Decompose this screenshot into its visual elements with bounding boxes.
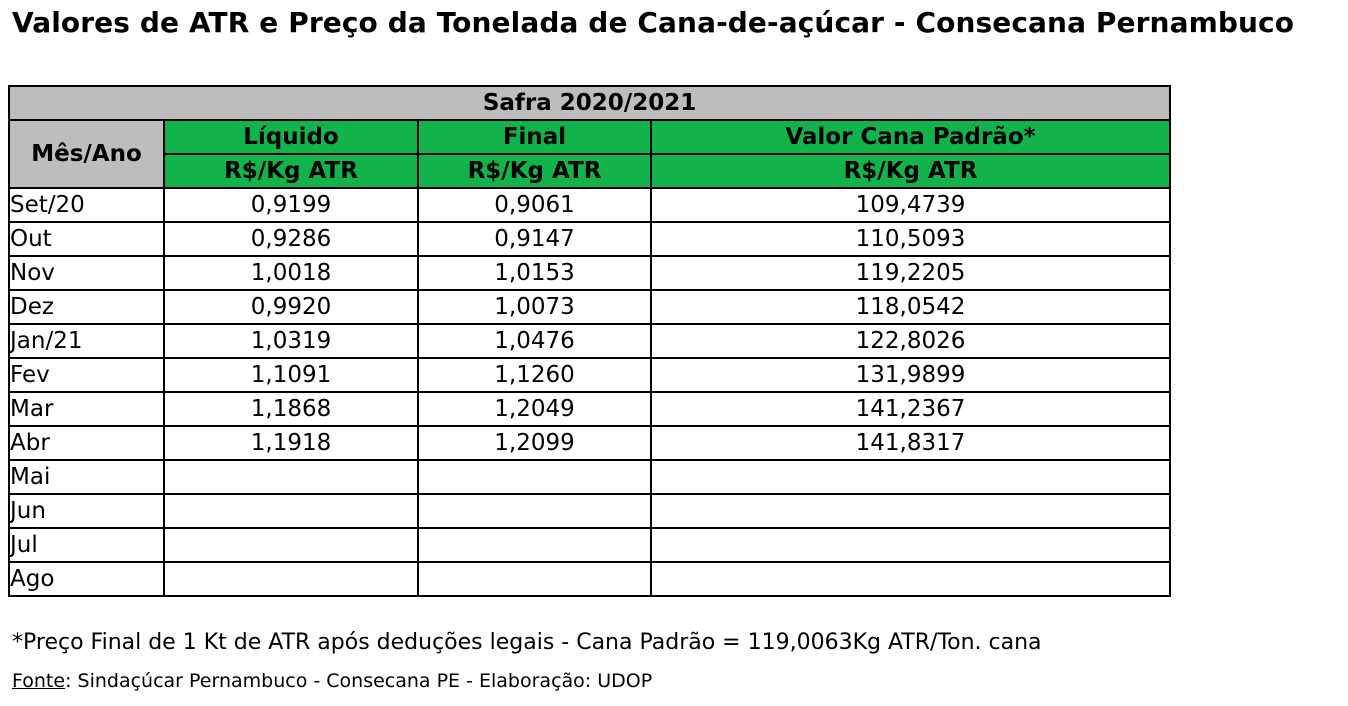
- table-row: Abr 1,1918 1,2099 141,8317: [8, 425, 1172, 461]
- month-cell: Set/20: [8, 187, 165, 223]
- valor-cell: 109,4739: [649, 187, 1172, 223]
- table-row: Jul: [8, 527, 1172, 563]
- table-row: Set/20 0,9199 0,9061 109,4739: [8, 187, 1172, 223]
- final-cell: 0,9061: [417, 187, 652, 223]
- source-label: Fonte: [12, 670, 66, 692]
- final-cell: 1,2049: [417, 391, 652, 427]
- source-line: Fonte: Sindaçúcar Pernambuco - Consecana…: [12, 670, 652, 692]
- final-cell: [417, 561, 652, 597]
- safra-header-row: Safra 2020/2021: [7, 85, 1172, 121]
- liquido-cell: 1,0018: [163, 255, 419, 291]
- column-header-final: Final: [417, 119, 652, 155]
- month-cell: Ago: [8, 561, 165, 597]
- valor-cell: 141,8317: [649, 425, 1172, 461]
- final-cell: [417, 527, 652, 563]
- table-row: Out 0,9286 0,9147 110,5093: [8, 221, 1172, 257]
- final-cell: 1,1260: [417, 357, 652, 393]
- table-row: Nov 1,0018 1,0153 119,2205: [8, 255, 1172, 291]
- month-column-header: Mês/Ano: [8, 119, 165, 189]
- final-cell: 1,0476: [417, 323, 652, 359]
- valor-cell: 131,9899: [649, 357, 1172, 393]
- safra-header: Safra 2020/2021: [7, 85, 1172, 121]
- valor-cell: 118,0542: [649, 289, 1172, 325]
- liquido-cell: 0,9199: [163, 187, 419, 223]
- column-unit-row: R$/Kg ATR R$/Kg ATR R$/Kg ATR: [9, 153, 1172, 189]
- table-row: Ago: [8, 561, 1172, 597]
- valor-cell: [649, 459, 1172, 495]
- final-cell: 0,9147: [417, 221, 652, 257]
- table-row: Mai: [8, 459, 1172, 495]
- month-cell: Jun: [8, 493, 165, 529]
- final-cell: [417, 459, 652, 495]
- table-row: Fev 1,1091 1,1260 131,9899: [8, 357, 1172, 393]
- source-text: : Sindaçúcar Pernambuco - Consecana PE -…: [65, 670, 653, 692]
- month-cell: Abr: [8, 425, 165, 461]
- column-unit-liquido: R$/Kg ATR: [163, 153, 419, 189]
- final-cell: 1,2099: [417, 425, 652, 461]
- valor-cell: 110,5093: [649, 221, 1172, 257]
- liquido-cell: [163, 561, 419, 597]
- month-cell: Out: [8, 221, 165, 257]
- table-row: Dez 0,9920 1,0073 118,0542: [8, 289, 1172, 325]
- liquido-cell: 1,1868: [163, 391, 419, 427]
- valor-cell: 122,8026: [649, 323, 1172, 359]
- valor-cell: 141,2367: [649, 391, 1172, 427]
- month-cell: Jan/21: [8, 323, 165, 359]
- liquido-cell: [163, 493, 419, 529]
- valor-cell: [649, 561, 1172, 597]
- liquido-cell: 1,1091: [163, 357, 419, 393]
- table-body: Set/20 0,9199 0,9061 109,4739 Out 0,9286 0,914…: [8, 187, 1172, 597]
- month-cell: Mar: [8, 391, 165, 427]
- table-row: Jun: [8, 493, 1172, 529]
- page-title: Valores de ATR e Preço da Tonelada de Ca…: [12, 6, 1295, 39]
- liquido-cell: 0,9286: [163, 221, 419, 257]
- valor-cell: [649, 527, 1172, 563]
- month-cell: Fev: [8, 357, 165, 393]
- month-cell: Nov: [8, 255, 165, 291]
- month-cell: Jul: [8, 527, 165, 563]
- column-unit-valor: R$/Kg ATR: [649, 153, 1172, 189]
- liquido-cell: 1,1918: [163, 425, 419, 461]
- column-unit-final: R$/Kg ATR: [417, 153, 652, 189]
- final-cell: 1,0153: [417, 255, 652, 291]
- liquido-cell: [163, 527, 419, 563]
- column-header-liquido: Líquido: [163, 119, 419, 155]
- final-cell: [417, 493, 652, 529]
- month-cell: Dez: [8, 289, 165, 325]
- liquido-cell: [163, 459, 419, 495]
- liquido-cell: 1,0319: [163, 323, 419, 359]
- column-name-row: Mês/Ano Líquido Final Valor Cana Padrão*: [8, 119, 1172, 189]
- valor-cell: [649, 493, 1172, 529]
- valor-cell: 119,2205: [649, 255, 1172, 291]
- month-cell: Mai: [8, 459, 165, 495]
- liquido-cell: 0,9920: [163, 289, 419, 325]
- footnote: *Preço Final de 1 Kt de ATR após deduçõe…: [12, 630, 1042, 655]
- column-header-valor: Valor Cana Padrão*: [649, 119, 1172, 155]
- table-row: Jan/21 1,0319 1,0476 122,8026: [8, 323, 1172, 359]
- final-cell: 1,0073: [417, 289, 652, 325]
- atr-price-table: Safra 2020/2021 Mês/Ano Líquido Final Va…: [7, 85, 1172, 597]
- table-row: Mar 1,1868 1,2049 141,2367: [8, 391, 1172, 427]
